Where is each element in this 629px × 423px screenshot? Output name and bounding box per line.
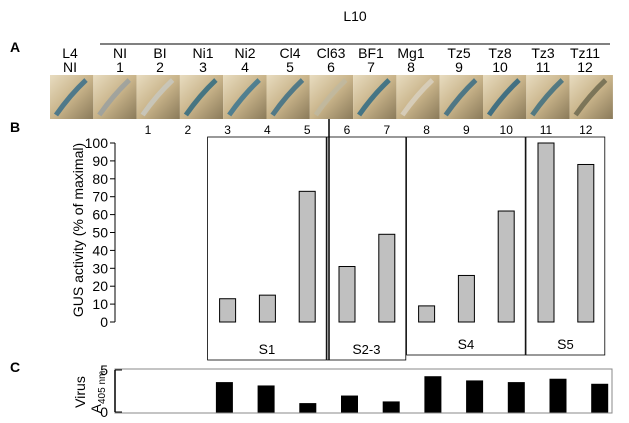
strip-number: 3 [199, 59, 207, 75]
group-label: S5 [557, 336, 574, 352]
x-tick-label: 4 [264, 123, 271, 137]
group-label-sub: 4 [467, 337, 474, 352]
bar [379, 234, 395, 322]
y-axis-label: GUS activity (% of maximal) [70, 143, 86, 317]
y-tick-label: 60 [92, 207, 108, 223]
x-tick-label: 9 [463, 123, 470, 137]
y-axis-label: Virus [72, 376, 88, 408]
group-label-sub: 5 [566, 337, 573, 352]
bar [419, 306, 435, 322]
y-tick-label: 40 [92, 242, 108, 258]
bar [383, 402, 399, 412]
x-tick-label: 7 [383, 123, 390, 137]
strip-number: 5 [286, 59, 294, 75]
x-tick-label: 12 [579, 123, 593, 137]
bar [220, 299, 236, 322]
strip-number: 11 [536, 59, 551, 75]
x-tick-label: 3 [224, 123, 231, 137]
x-tick-label: 10 [500, 123, 514, 137]
y-tick-label: 10 [92, 296, 108, 312]
bar [259, 295, 275, 322]
strip-number: 12 [577, 59, 593, 75]
strip-number: NI [63, 59, 77, 75]
bar [342, 396, 358, 412]
x-tick-label: 1 [145, 123, 152, 137]
bar [508, 383, 524, 412]
strip-number: 1 [116, 59, 124, 75]
panel-label: C [10, 359, 20, 375]
y-tick-label: 30 [92, 260, 108, 276]
group-label-main: S [458, 336, 467, 352]
bar [458, 275, 474, 322]
y-tick-label: 20 [92, 278, 108, 294]
x-tick-label: 8 [423, 123, 430, 137]
bar [300, 404, 316, 412]
bar [299, 191, 315, 322]
y-tick-label: 70 [92, 189, 108, 205]
strip-number: 6 [327, 59, 335, 75]
strip-number: 9 [455, 59, 463, 75]
strip-number: 2 [156, 59, 164, 75]
strip-title: L10 [343, 8, 367, 24]
group-label-sub: 1 [268, 342, 275, 357]
y-tick-label: 90 [92, 153, 108, 169]
bar [258, 386, 274, 412]
bar [578, 164, 594, 322]
y-tick-label: 50 [92, 225, 108, 241]
y-tick-label: 0 [100, 314, 108, 330]
group-label: S1 [259, 341, 276, 357]
x-tick-label: 6 [344, 123, 351, 137]
strip-number: 7 [367, 59, 375, 75]
group-label: S4 [458, 336, 475, 352]
frame [115, 369, 612, 413]
panel-label: A [10, 39, 20, 55]
x-tick-label: 11 [540, 123, 553, 137]
bar [538, 143, 554, 322]
strip-number: 4 [241, 59, 249, 75]
group-label-main: S [259, 341, 268, 357]
group-label-main: S [352, 341, 361, 357]
y-tick-label: 80 [92, 171, 108, 187]
figure: A B C L10 L4NINI1BI2Ni13Ni24Cl45Cl636BF1… [0, 0, 629, 423]
x-tick-label: 5 [304, 123, 311, 137]
strip-number: 10 [492, 59, 508, 75]
x-tick-label: 2 [184, 123, 191, 137]
bar [339, 267, 355, 322]
bar [216, 383, 232, 412]
group-label-main: S [557, 336, 566, 352]
bar [550, 379, 566, 412]
bar [425, 377, 441, 412]
strip-number: 8 [407, 59, 415, 75]
y-axis-label-sub: 405 nm [97, 371, 108, 404]
bar [592, 384, 608, 412]
y-tick-label: 100 [85, 135, 109, 151]
group-label: S2-3 [352, 341, 380, 357]
group-label-sub: 2-3 [362, 342, 381, 357]
bar [467, 381, 483, 412]
bar [498, 211, 514, 322]
panel-label: B [10, 119, 20, 135]
